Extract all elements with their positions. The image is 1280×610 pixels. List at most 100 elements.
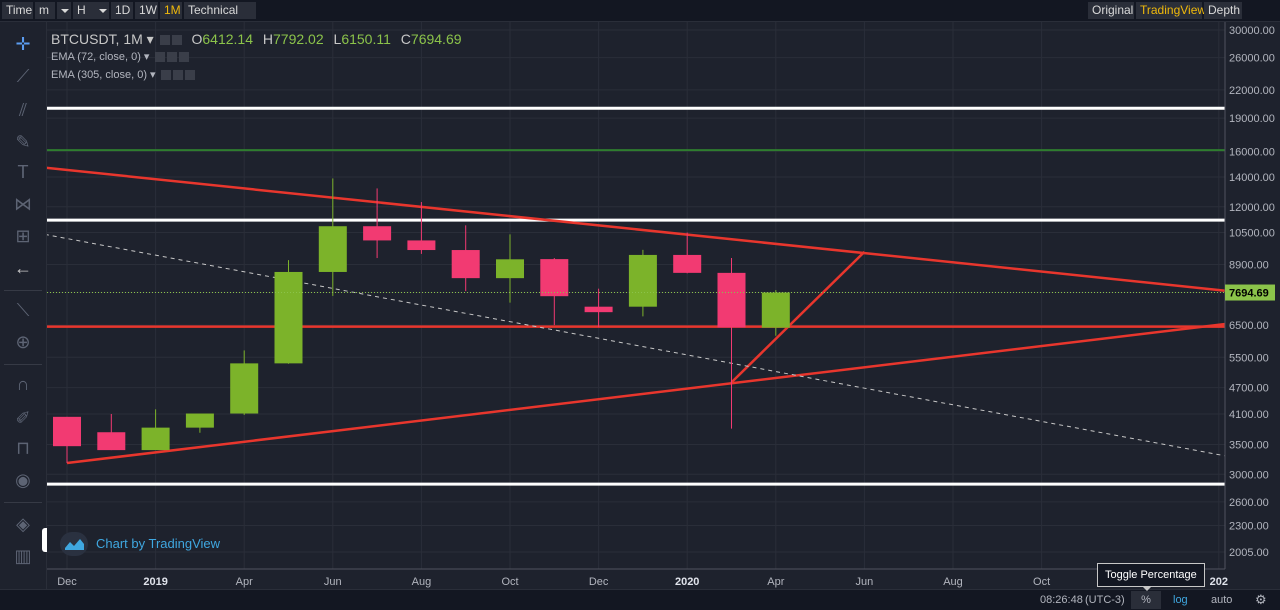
percentage-toggle[interactable]: % — [1131, 591, 1161, 609]
horizontal-levels — [47, 106, 1225, 486]
price-tick-label: 6500.00 — [1229, 320, 1269, 332]
price-tick-label: 26000.00 — [1229, 53, 1275, 65]
legend-ema-row: EMA (305, close, 0) ▾ — [51, 66, 462, 84]
price-tick-label: 4700.00 — [1229, 383, 1269, 395]
candle-body — [274, 271, 303, 364]
bottom-status-bar: 08:26:48 (UTC-3) % log auto ⚙ — [0, 589, 1280, 610]
time-tick-label: Aug — [412, 576, 432, 588]
candle-body — [407, 240, 436, 251]
lock-drawing-icon[interactable]: ✐ — [15, 408, 31, 428]
chart-grid — [47, 22, 1225, 569]
technical-indicators-button[interactable]: Technical Ind — [184, 2, 256, 34]
lock-icon[interactable]: ⊓ — [15, 438, 31, 458]
ema-72-remove-icon[interactable] — [178, 52, 189, 63]
time-tick-label: Oct — [1033, 576, 1050, 588]
toolbar-divider — [4, 290, 42, 291]
time-tick-label: 2020 — [675, 576, 699, 588]
interval-1w-button[interactable]: 1W — [135, 2, 158, 19]
price-tick-label: 4100.00 — [1229, 409, 1269, 421]
time-tick-label: Dec — [589, 576, 609, 588]
trash-icon[interactable]: ▥ — [14, 546, 32, 566]
ema-72-hide-icon[interactable] — [166, 52, 177, 63]
chart-legend: BTCUSDT, 1M ▾ O6412.14 H7792.02 L6150.11… — [51, 30, 462, 84]
original-view-button[interactable]: Original — [1088, 2, 1134, 19]
ema-305-remove-icon[interactable] — [184, 70, 195, 81]
gear-icon[interactable]: ⚙ — [1255, 592, 1267, 607]
symbol-label[interactable]: BTCUSDT, 1M — [51, 31, 143, 47]
ruler-icon[interactable]: ⟍ — [16, 300, 30, 320]
price-tick-label: 8900.00 — [1229, 259, 1269, 271]
price-tick-label: 3000.00 — [1229, 469, 1269, 481]
brush-icon[interactable]: ✎ — [15, 132, 31, 152]
auto-scale-toggle[interactable]: auto — [1211, 594, 1233, 606]
minute-dropdown-caret[interactable] — [57, 2, 71, 19]
price-tick-label: 2005.00 — [1229, 547, 1269, 559]
ema-305-dropdown-icon[interactable]: ▾ — [147, 69, 156, 81]
minute-interval-button[interactable]: m — [35, 2, 55, 19]
candle-body — [717, 272, 746, 328]
trendline — [47, 166, 1242, 294]
prediction-icon[interactable]: ⊞ — [15, 226, 31, 246]
open-key: O — [191, 31, 203, 47]
high-value: 7792.02 — [273, 31, 324, 47]
low-key: L — [333, 31, 342, 47]
settings-mini-icon[interactable] — [159, 35, 170, 46]
pattern-icon[interactable]: ⋈ — [14, 194, 32, 214]
price-tick-label: 3500.00 — [1229, 440, 1269, 452]
interval-1d-button[interactable]: 1D — [111, 2, 133, 19]
tradingview-view-button[interactable]: TradingView — [1136, 2, 1206, 19]
time-tick-label: Dec — [57, 576, 77, 588]
zoom-in-icon[interactable]: ⊕ — [15, 332, 31, 352]
candles — [53, 178, 790, 464]
trend-line-icon[interactable]: ⟋ — [16, 66, 30, 86]
close-key: C — [400, 31, 411, 47]
magnet-icon[interactable]: ∩ — [16, 374, 30, 394]
toggle-percentage-tooltip: Toggle Percentage — [1097, 563, 1205, 591]
ema-72-label[interactable]: EMA (72, close, 0) — [51, 51, 141, 63]
interval-1m-button[interactable]: 1M — [160, 2, 182, 19]
candle-body — [363, 226, 392, 241]
hide-mini-icon[interactable] — [171, 35, 182, 46]
time-tick-label: Jun — [856, 576, 874, 588]
layers-icon[interactable]: ◈ — [16, 514, 30, 534]
text-icon[interactable]: T — [17, 162, 29, 182]
timezone-label[interactable]: (UTC-3) — [1085, 594, 1125, 606]
legend-ema-row: EMA (72, close, 0) ▾ — [51, 48, 462, 66]
time-button[interactable]: Time — [2, 2, 33, 19]
symbol-dropdown-icon[interactable]: ▾ — [142, 31, 154, 47]
sidebar-scroll-handle[interactable] — [42, 528, 50, 552]
pitchfork-icon[interactable]: ⫽ — [18, 100, 28, 120]
high-key: H — [262, 31, 274, 47]
price-tick-label: 5500.00 — [1229, 352, 1269, 364]
time-tick-label: Apr — [767, 576, 784, 588]
price-axis[interactable] — [1225, 22, 1280, 589]
price-tick-label: 2600.00 — [1229, 497, 1269, 509]
last-price-marker: 7694.69 — [47, 284, 1275, 301]
tradingview-logo-icon — [60, 532, 88, 556]
back-arrow-icon[interactable]: ← — [14, 258, 32, 278]
price-tick-label: 30000.00 — [1229, 25, 1275, 37]
ema-305-label[interactable]: EMA (305, close, 0) — [51, 69, 147, 81]
eye-icon[interactable]: ◉ — [15, 470, 31, 490]
log-scale-toggle[interactable]: log — [1173, 594, 1188, 606]
candle-body — [53, 416, 81, 447]
ema-305-settings-icon[interactable] — [160, 70, 171, 81]
ema-305-hide-icon[interactable] — [172, 70, 183, 81]
price-tick-label: 16000.00 — [1229, 146, 1275, 158]
candle-body — [628, 254, 657, 307]
last-price-label: 7694.69 — [1229, 288, 1269, 300]
ema-72-dropdown-icon[interactable]: ▾ — [140, 51, 150, 63]
hour-interval-button[interactable]: H — [73, 2, 95, 19]
time-tick-label: 202 — [1210, 576, 1228, 588]
trendlines — [47, 166, 1242, 465]
candle-body — [673, 254, 702, 273]
candle-body — [318, 226, 347, 272]
crosshair-icon[interactable]: ✛ — [15, 34, 31, 54]
low-value: 6150.11 — [341, 31, 391, 47]
depth-view-button[interactable]: Depth — [1204, 2, 1242, 19]
price-chart[interactable]: 30000.00 26000.00 22000.00 19000.00 16000.00… — [47, 22, 1280, 589]
hour-dropdown-caret[interactable] — [95, 2, 109, 19]
price-tick-label: 22000.00 — [1229, 85, 1275, 97]
ema-72-settings-icon[interactable] — [154, 52, 165, 63]
candle-body — [451, 250, 480, 279]
